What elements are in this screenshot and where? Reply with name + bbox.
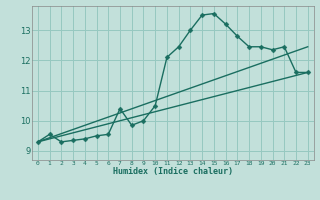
- X-axis label: Humidex (Indice chaleur): Humidex (Indice chaleur): [113, 167, 233, 176]
